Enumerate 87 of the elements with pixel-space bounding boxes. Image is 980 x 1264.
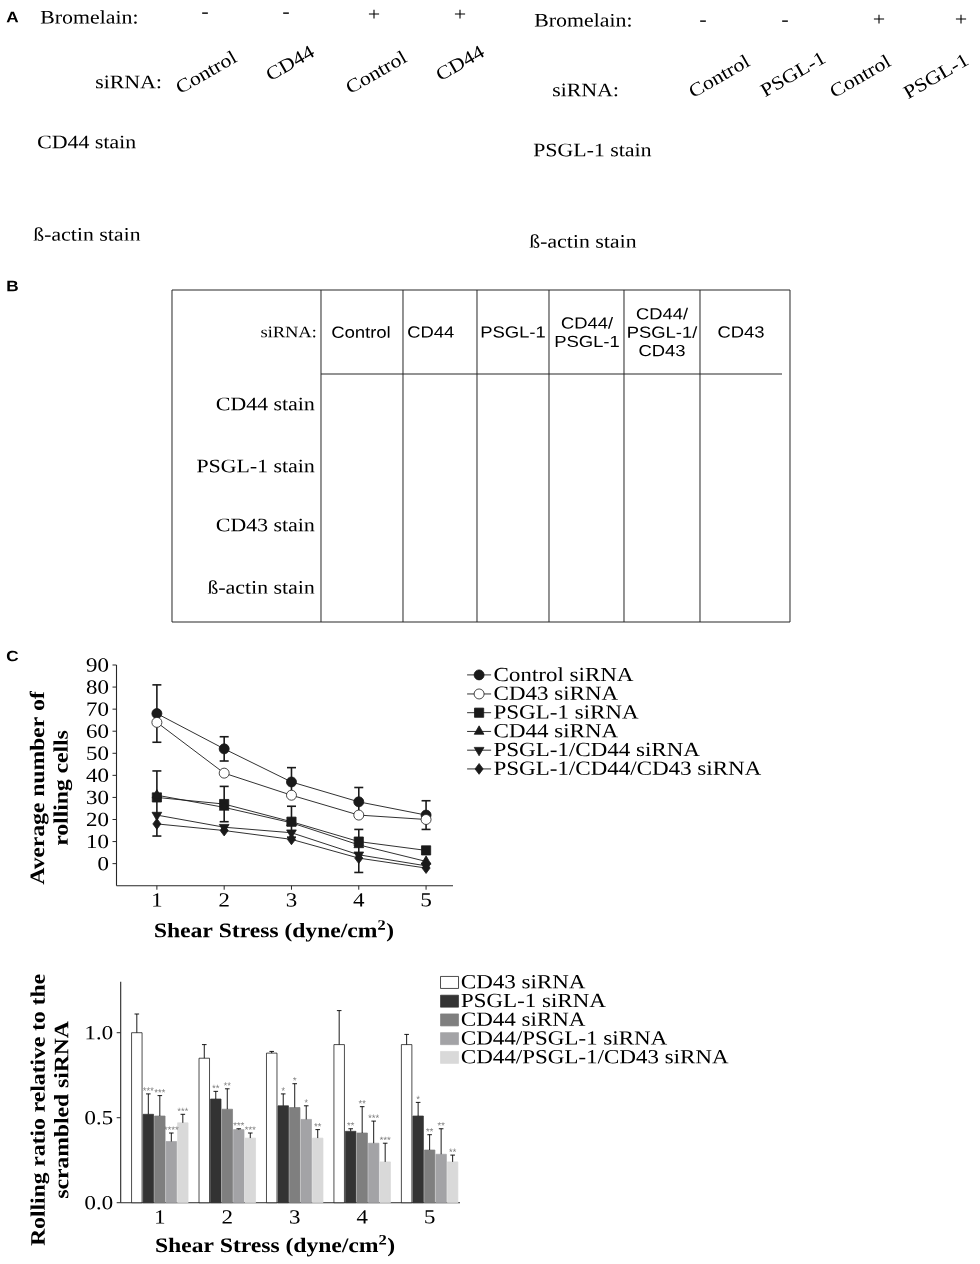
text: A [6,11,19,23]
data-label: ** [426,1128,434,1132]
data-label: *** [244,1126,256,1130]
text: siRNA: [553,83,618,97]
text: CD44 stain [38,135,136,149]
text: Bromelain: [40,10,137,24]
x-tick-label: 5 [421,893,431,907]
x-tick-label: 2 [219,893,229,907]
text: - [283,12,289,14]
legend-label: PSGL-1/CD44/CD43 siRNA [494,761,762,775]
text: siRNA: [96,75,161,89]
x-tick-label: 1 [156,1210,165,1224]
y-tick-label: 0.5 [85,1110,113,1125]
data-label: *** [154,1089,166,1093]
legend-label: CD44/PSGL-1 siRNA [461,1031,668,1045]
y-tick-label: 70 [87,702,109,716]
text: ß-actin stain [207,580,315,594]
y-tick-label: 1.0 [86,1025,113,1040]
y-tick-label: 20 [86,812,109,827]
data-label: *** [368,1114,380,1118]
text: B [7,280,18,292]
data-label: * [281,1087,285,1091]
y-tick-label: 90 [86,658,109,672]
text: Bromelain: [534,13,631,27]
text: siRNA: [261,326,316,338]
text: ß-actin stain [33,227,141,241]
data-label: ** [212,1084,220,1089]
text: PSGL-1 stain [197,459,315,473]
text: ß-actin stain [529,234,637,248]
x-tick-label: 4 [353,893,365,907]
data-label: * [416,1095,420,1100]
data-label: * [293,1077,297,1081]
legend-label: CD44 siRNA [494,724,618,738]
legend-label: CD44 siRNA [461,1012,586,1026]
legend-label: PSGL-1 siRNA [494,705,639,719]
data-label: *** [142,1087,154,1091]
text: - [782,20,788,22]
data-label: * [304,1099,308,1103]
text: PSGL-1 stain [533,143,652,157]
x-tick-label: 4 [356,1210,368,1224]
text: + [873,14,885,24]
y-axis-title: Rolling ratio relative to the scrambled siRNA [30,974,69,1246]
text: CD44 [408,326,454,338]
data-label: ** [347,1122,355,1126]
x-axis-title: Shear Stress (dyne/cm$^{2}$) [155,920,393,942]
text: CD43 stain [216,518,315,532]
text: - [202,12,208,14]
x-tick-label: 2 [222,1210,232,1224]
y-axis-title: Average number of rolling cells [29,691,73,885]
data-label: *** [379,1136,391,1141]
text: CD44 stain [216,397,315,411]
legend-label: CD43 siRNA [461,975,586,989]
legend-label: Control siRNA [494,667,634,682]
data-label: *** [233,1122,245,1126]
y-tick-label: 0.0 [85,1195,113,1210]
x-tick-label: 3 [290,1210,300,1224]
x-axis-title: Shear Stress (dyne/cm$^{2}$) [156,1234,395,1257]
x-tick-label: 1 [153,893,162,907]
data-label: ** [358,1100,366,1104]
legend-label: CD44/PSGL-1/CD43 siRNA [461,1050,729,1064]
chart-title: C [6,650,19,662]
text: CD44/PSGL-1 [555,316,619,348]
data-label: ** [437,1122,445,1126]
legend-label: PSGL-1 siRNA [461,993,606,1008]
text: + [368,9,380,19]
y-tick-label: 10 [87,834,109,849]
y-tick-label: 50 [87,746,109,761]
text: - [700,20,706,22]
y-tick-label: 40 [86,768,109,783]
text: Control [332,326,390,338]
data-label: ** [223,1082,231,1086]
text: CD43 [718,326,764,338]
data-label: ** [449,1148,457,1152]
y-tick-label: 30 [87,790,109,805]
data-label: *** [177,1107,189,1112]
text: CD44/PSGL-1/CD43 [628,307,698,357]
x-tick-label: 3 [286,893,297,907]
data-label: ** [314,1123,322,1127]
legend-label: PSGL-1/CD44 siRNA [494,742,700,757]
y-tick-label: 80 [86,680,109,694]
text: + [454,9,466,19]
x-tick-label: 5 [425,1210,435,1224]
y-tick-label: 0 [98,856,109,871]
text: PSGL-1 [481,326,545,338]
legend-label: CD43 siRNA [494,686,618,701]
y-tick-label: 60 [86,724,109,738]
text: + [955,14,967,24]
